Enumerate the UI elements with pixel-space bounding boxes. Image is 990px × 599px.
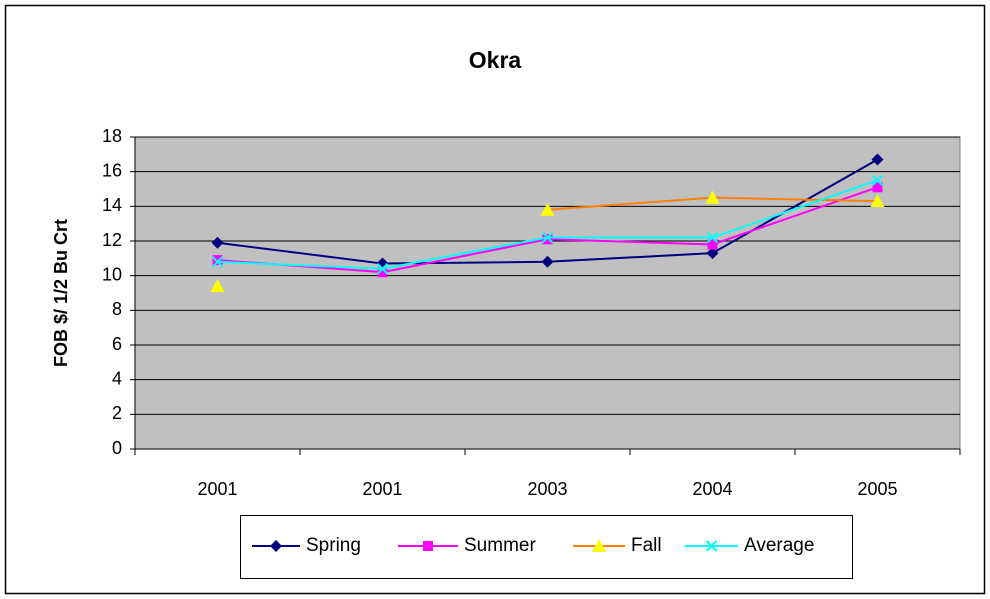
marker (541, 255, 554, 268)
marker (706, 231, 719, 244)
x-tick-label: 2001 (362, 479, 402, 499)
marker (870, 194, 885, 208)
x-tick-label: 2004 (692, 479, 732, 499)
legend-label: Summer (464, 535, 536, 556)
legend-marker (270, 540, 282, 552)
plot-area (134, 136, 961, 450)
y-tick-label: 18 (102, 126, 122, 146)
marker (210, 279, 225, 293)
y-tick-label: 0 (112, 438, 122, 458)
legend-label: Spring (306, 535, 361, 556)
y-tick-label: 12 (102, 230, 122, 250)
y-tick-label: 10 (102, 264, 122, 284)
x-tick-label: 2005 (857, 479, 897, 499)
marker (707, 239, 718, 250)
marker (872, 182, 883, 193)
y-axis-label: FOB $/ 1/2 Bu Crt (51, 219, 71, 367)
legend-label: Fall (631, 535, 662, 556)
marker (871, 174, 884, 187)
legend-label: Average (744, 535, 814, 556)
chart-title: Okra (469, 47, 522, 73)
legend-marker (705, 540, 718, 552)
marker (706, 247, 719, 260)
marker (871, 153, 884, 166)
marker (211, 236, 224, 249)
marker (541, 231, 554, 244)
y-tick-label: 2 (112, 403, 122, 423)
y-tick-label: 16 (102, 160, 122, 180)
legend-marker (592, 539, 606, 552)
marker (211, 256, 224, 268)
y-tick-label: 8 (112, 299, 122, 319)
legend-marker (423, 541, 433, 551)
x-tick-label: 2003 (527, 479, 567, 499)
x-tick-label: 2001 (197, 479, 237, 499)
marker (705, 190, 720, 204)
marker (376, 263, 389, 275)
legend (240, 515, 853, 579)
marker (542, 234, 553, 245)
marker (540, 202, 555, 216)
marker (212, 255, 223, 266)
marker (377, 267, 388, 278)
y-tick-label: 4 (112, 368, 122, 388)
y-tick-label: 14 (102, 195, 122, 215)
y-tick-label: 6 (112, 334, 122, 354)
